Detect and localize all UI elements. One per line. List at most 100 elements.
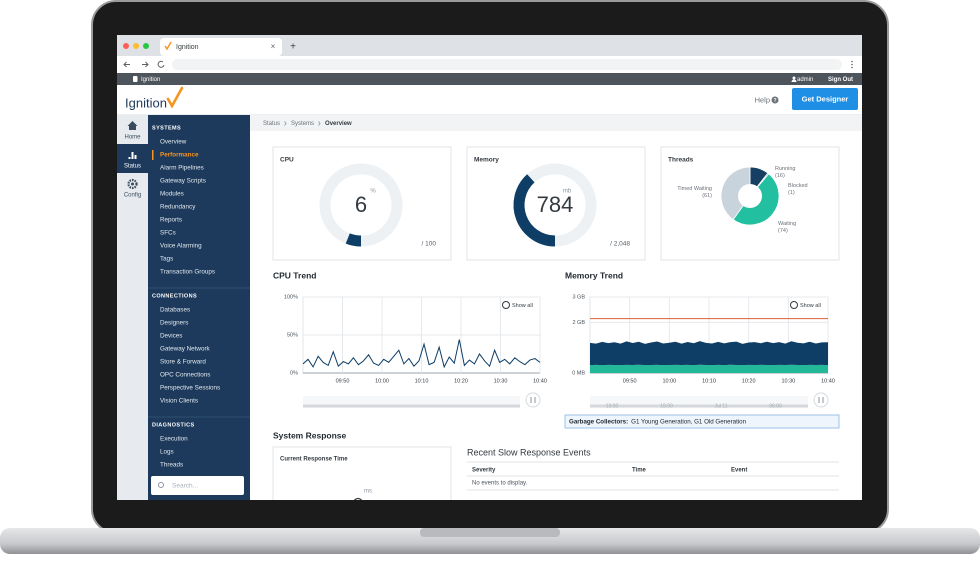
breadcrumb-bar xyxy=(250,115,862,131)
pie-label: Running xyxy=(775,166,796,172)
search-placeholder: Search... xyxy=(172,483,198,490)
search-icon xyxy=(158,482,164,488)
sidebar-item[interactable]: Devices xyxy=(160,333,182,340)
sidebar-item[interactable]: Store & Forward xyxy=(160,359,206,366)
gauge-value: 784 xyxy=(537,192,574,217)
column-header: Severity xyxy=(472,468,496,474)
show-all[interactable]: Show all xyxy=(800,303,821,309)
empty-message: No events to display. xyxy=(472,481,528,487)
tab-close[interactable]: × xyxy=(271,42,276,51)
status-icon-bar xyxy=(131,152,134,159)
x-tick-label: 10:20 xyxy=(742,378,756,384)
window-minimize[interactable] xyxy=(133,43,139,49)
browser-menu[interactable] xyxy=(851,60,853,69)
show-all-icon[interactable] xyxy=(790,301,798,309)
back-button[interactable] xyxy=(123,61,130,68)
sidebar-heading: SYSTEMS xyxy=(152,125,181,131)
app-bar xyxy=(117,73,862,85)
x-tick-label: 10:30 xyxy=(494,378,508,384)
sign-out[interactable]: Sign Out xyxy=(828,77,853,83)
browser-tab[interactable] xyxy=(160,38,282,56)
sidebar-item[interactable]: Perspective Sessions xyxy=(160,385,220,392)
sidebar-item[interactable]: Transaction Groups xyxy=(160,269,215,276)
sidebar-item[interactable]: Tags xyxy=(160,256,173,263)
navigator-label: 18:00 xyxy=(660,403,673,409)
navigator-label: 13:00 xyxy=(606,403,619,409)
logo-mark xyxy=(166,86,184,109)
help-link[interactable]: Help xyxy=(755,95,770,104)
gauge-arc xyxy=(345,233,362,247)
gauge-arc xyxy=(513,174,556,247)
breadcrumb-item[interactable]: Systems xyxy=(291,121,314,127)
search-box[interactable] xyxy=(151,476,244,495)
window-maximize[interactable] xyxy=(143,43,149,49)
help-icon[interactable] xyxy=(771,96,779,104)
sidebar-item[interactable]: Alarm Pipelines xyxy=(160,165,204,172)
chart-title: CPU Trend xyxy=(273,270,316,280)
nav-item[interactable]: Config xyxy=(124,193,141,199)
forward-button[interactable] xyxy=(142,61,149,68)
pie-label: Waiting xyxy=(778,221,796,227)
favicon xyxy=(164,41,172,51)
sidebar-item[interactable]: Logs xyxy=(160,449,174,456)
sidebar-item[interactable]: Redundancy xyxy=(160,204,196,211)
gc-value: G1 Young Generation, G1 Old Generation xyxy=(631,419,746,426)
sidebar-active-marker xyxy=(152,150,154,160)
memory-area xyxy=(590,364,828,373)
get-designer-button[interactable] xyxy=(792,88,858,110)
sidebar-item[interactable]: Voice Alarming xyxy=(160,243,202,250)
header xyxy=(117,85,862,115)
y-tick-label: 100% xyxy=(284,294,298,300)
sidebar-item[interactable]: SFCs xyxy=(160,230,176,237)
config-icon-hub xyxy=(131,182,134,186)
navigator-handle[interactable] xyxy=(525,392,541,408)
sidebar-item[interactable]: Databases xyxy=(160,307,190,314)
x-tick-label: 10:30 xyxy=(781,378,795,384)
sidebar-item[interactable]: Vision Clients xyxy=(160,398,198,405)
sidebar-item[interactable]: OPC Connections xyxy=(160,372,210,379)
tab-title: Ignition xyxy=(176,44,199,51)
x-tick-label: 10:10 xyxy=(702,378,716,384)
breadcrumb-chevron xyxy=(284,121,287,126)
breadcrumb-item: Overview xyxy=(325,121,352,127)
sidebar-item[interactable]: Modules xyxy=(160,191,184,198)
sidebar-item[interactable]: Threads xyxy=(160,462,183,469)
sidebar-item[interactable]: Reports xyxy=(160,217,182,224)
sidebar xyxy=(148,115,250,500)
nav-item[interactable]: Status xyxy=(124,164,141,170)
pie-label: Timed Waiting xyxy=(677,186,712,192)
memory-area xyxy=(590,341,828,366)
pie-slice xyxy=(720,166,751,221)
pie-value-label: (74) xyxy=(778,228,788,234)
sidebar-item[interactable]: Designers xyxy=(160,320,188,327)
y-tick-label: 0 MB xyxy=(572,370,585,376)
gc-info xyxy=(564,414,840,429)
x-tick-label: 10:00 xyxy=(662,378,676,384)
nav-item[interactable]: Home xyxy=(124,135,141,141)
x-tick-label: 10:20 xyxy=(454,378,468,384)
user-icon xyxy=(792,76,796,80)
new-tab[interactable]: + xyxy=(290,42,296,53)
pie-value-label: (61) xyxy=(702,193,712,199)
show-all-icon[interactable] xyxy=(502,301,510,309)
user-icon-body xyxy=(791,79,797,82)
navigator-label: Jul 11 xyxy=(715,403,728,409)
sidebar-item[interactable]: Overview xyxy=(160,139,187,146)
x-tick-label: 10:10 xyxy=(415,378,429,384)
reload-button[interactable] xyxy=(157,60,165,68)
gauge-unit: mb xyxy=(563,189,572,195)
sidebar-item[interactable]: Execution xyxy=(160,436,188,443)
window-close[interactable] xyxy=(123,43,129,49)
sidebar-item[interactable]: Gateway Network xyxy=(160,346,211,353)
sidebar-item[interactable]: Performance xyxy=(160,152,199,159)
navigator-handle[interactable] xyxy=(813,392,829,408)
gauge-max: / 100 xyxy=(422,241,437,248)
breadcrumb-item[interactable]: Status xyxy=(263,121,280,127)
x-tick-label: 10:40 xyxy=(821,378,835,384)
sidebar-item[interactable]: Gateway Scripts xyxy=(160,178,206,185)
address-field[interactable] xyxy=(172,59,842,70)
help-icon-glyph: ? xyxy=(773,98,776,104)
sidebar-heading: DIAGNOSTICS xyxy=(152,422,195,428)
show-all[interactable]: Show all xyxy=(512,303,533,309)
